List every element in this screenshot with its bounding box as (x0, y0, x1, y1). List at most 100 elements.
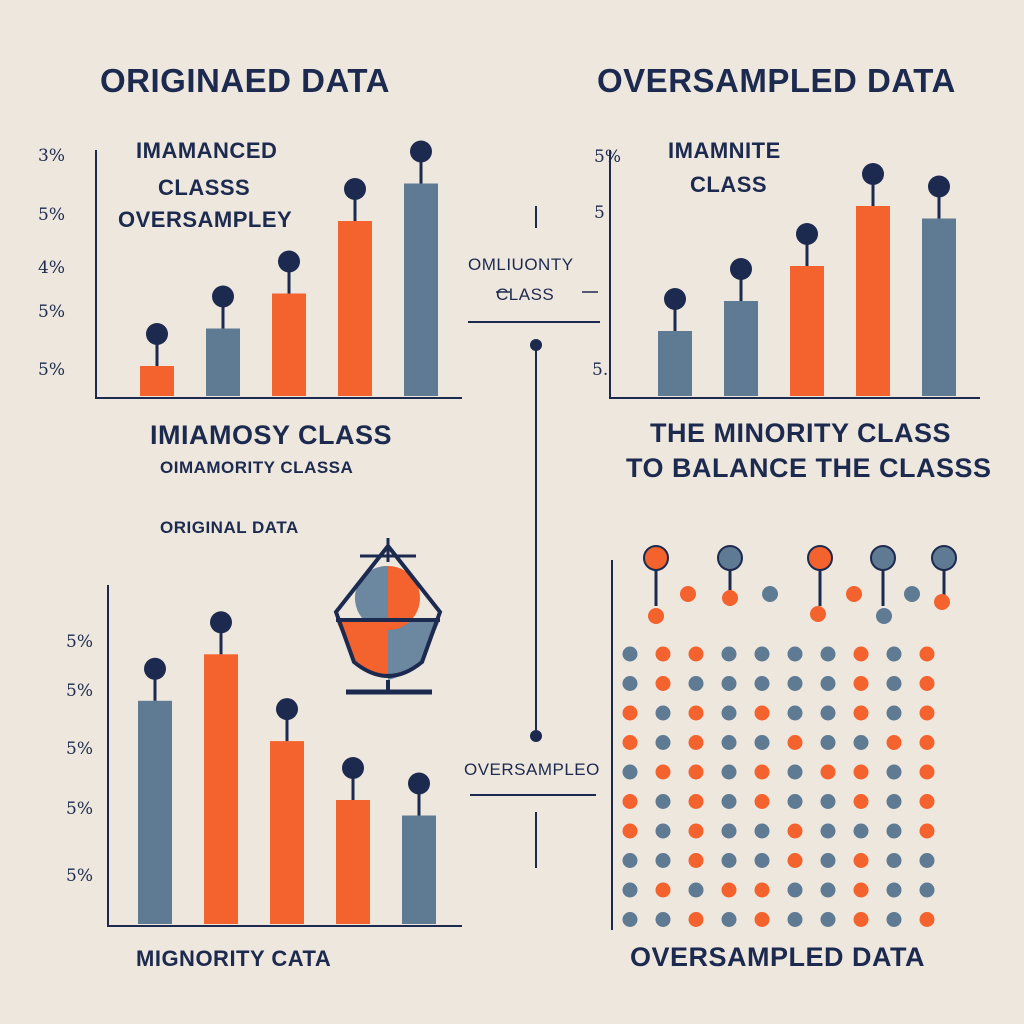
bottom-right-point (787, 823, 803, 839)
bottom-right-point (754, 705, 770, 721)
bottom-right-point (688, 823, 704, 839)
top_left-bar (272, 293, 306, 396)
top_right-bar (922, 218, 956, 396)
top_right-bar-marker (862, 163, 884, 185)
bottom-right-point (886, 823, 902, 839)
bottom-right-point (934, 594, 950, 610)
bottom-right-point (622, 794, 638, 809)
bottom-right-point (655, 912, 671, 927)
bottom-right-pin-head (807, 545, 833, 571)
bottom-right-point (754, 794, 770, 809)
top-right-tick: 5. (592, 360, 609, 380)
bottom-right-point (721, 676, 737, 691)
bottom-right-point (721, 794, 737, 809)
top-left-tick: 5% (38, 205, 65, 225)
bottom-right-point (919, 853, 935, 868)
bottom-right-point (820, 912, 836, 927)
bottom-right-point (655, 823, 671, 839)
bottom-right-point (886, 676, 902, 691)
bottom-right-point (886, 735, 902, 750)
bottom-right-point (886, 912, 902, 927)
bottom-right-point (622, 676, 638, 691)
bottom-left-tick: 5% (66, 632, 93, 652)
top_left-bar-marker (278, 250, 300, 273)
top_right-bar-marker (796, 223, 818, 245)
top_right-bar (790, 266, 824, 396)
bottom-right-point (688, 646, 704, 662)
bottom-right-pin-head (931, 545, 957, 571)
bottom-left-tick: 5% (66, 681, 93, 701)
bottom-right-point (622, 882, 638, 898)
center-divider-bottom-dot (530, 730, 542, 742)
bottom-right-point (622, 764, 638, 780)
bottom-right-point (919, 764, 935, 780)
bottom-right-point (853, 882, 869, 898)
bottom-right-point (853, 646, 869, 662)
top-right-axes (609, 150, 980, 399)
bottom-right-point (876, 608, 892, 624)
bottom_left-bar-marker (408, 772, 430, 795)
bottom-left-caption: MIGNORITY CATA (136, 946, 332, 971)
bottom-right-point (853, 735, 869, 750)
bottom-right-point (721, 735, 737, 750)
bottom-right-point (655, 794, 671, 809)
bottom-right-point (820, 676, 836, 691)
bottom-right-point (754, 853, 770, 868)
bottom-right-point (655, 705, 671, 721)
bottom-right-point (688, 912, 704, 927)
bottom-right-point (820, 823, 836, 839)
bottom-right-point (762, 586, 778, 602)
bottom-right-point (787, 676, 803, 691)
bottom-right-point (721, 882, 737, 898)
bottom-right-point (820, 735, 836, 750)
bottom_left-bar (336, 800, 370, 924)
bottom-right-point (655, 882, 671, 898)
center-label-bottom: OVERSAMPLEO (464, 760, 600, 779)
bottom-right-point (787, 912, 803, 927)
top-left-caption-line2: OIMAMORITY CLASSA (160, 458, 354, 477)
top_left-bar (338, 221, 372, 396)
top-right-tick: 5 (594, 203, 605, 223)
bottom-right-point (919, 794, 935, 809)
bottom-right-point (919, 912, 935, 927)
top-left-tick: 5% (38, 360, 65, 380)
bottom-right-point (886, 853, 902, 868)
top-left-legend-line2: CLASSS (158, 175, 251, 200)
bottom-left-axes (107, 585, 462, 927)
bottom-right-point (853, 912, 869, 927)
top_right-bar (658, 331, 692, 396)
bottom-right-point (754, 646, 770, 662)
bottom-right-point (820, 764, 836, 780)
top-right-legend-line2: CLASS (690, 172, 768, 197)
bottom-right-point (820, 794, 836, 809)
bottom-right-point (688, 882, 704, 898)
bottom-right-point (680, 586, 696, 602)
bottom-right-caption: OVERSAMPLED DATA (630, 942, 926, 972)
bottom-right-point (688, 676, 704, 691)
bottom_left-bar (204, 654, 238, 924)
bottom_left-bar (402, 815, 436, 924)
center-label-line2: CLASS (496, 285, 555, 304)
bottom-right-point (655, 676, 671, 691)
bottom_left-bar-marker (342, 757, 364, 779)
bottom-right-point (886, 794, 902, 809)
bottom-left-tick: 5% (66, 866, 93, 886)
top-right-tick: 5% (594, 147, 621, 167)
bottom-left-tick: 5% (66, 739, 93, 759)
bottom-right-pin-head (643, 545, 669, 571)
bottom-right-point (886, 705, 902, 721)
bottom-right-point (919, 823, 935, 839)
bottom-right-point (787, 764, 803, 780)
bottom-right-point (721, 912, 737, 927)
bottom-right-point (919, 705, 935, 721)
bottom-right-point (853, 853, 869, 868)
bottom-right-point (721, 705, 737, 721)
bottom-right-point (820, 705, 836, 721)
bottom-right-point (820, 646, 836, 662)
top_right-bar (724, 301, 758, 396)
bottom-left-title: ORIGINAL DATA (160, 518, 299, 537)
top_right-bar (856, 206, 890, 396)
bottom-right-point (853, 794, 869, 809)
bottom-right-point (754, 882, 770, 898)
top_left-bar-marker (410, 140, 432, 163)
